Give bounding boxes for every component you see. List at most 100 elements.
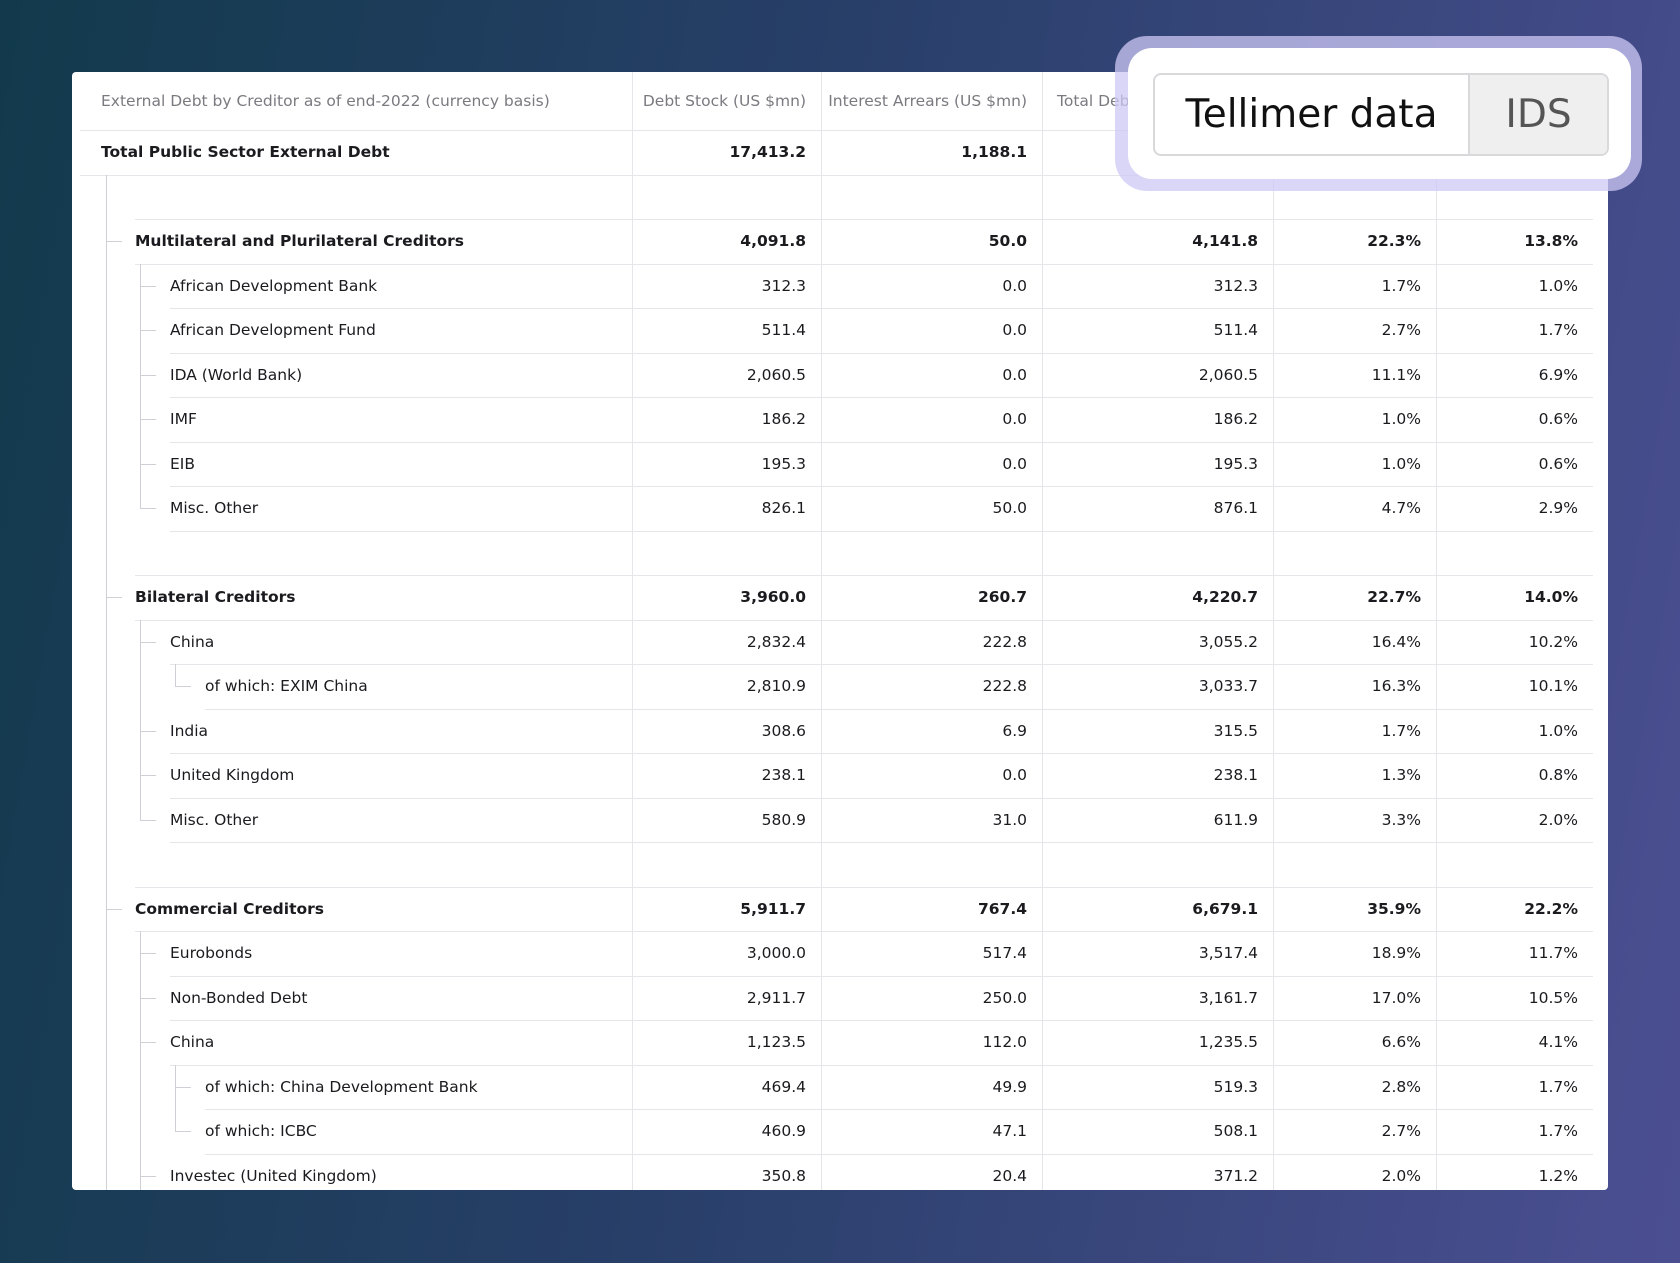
tree-line: [106, 1109, 107, 1154]
tree-line: [106, 575, 107, 620]
cell-value: 4.7%: [1381, 499, 1421, 518]
cell-value: 17.0%: [1371, 988, 1421, 1007]
row-label: EIB: [170, 454, 195, 473]
tree-branch: [175, 686, 191, 688]
column-divider: [632, 72, 633, 1190]
cell-value: 2,060.5: [1198, 365, 1258, 384]
cell-value: 5,911.7: [740, 899, 806, 918]
cell-value: 4,091.8: [740, 232, 806, 251]
tree-branch: [140, 1175, 156, 1177]
cell-value: 1,235.5: [1198, 1033, 1258, 1052]
column-divider: [1273, 72, 1274, 1190]
tree-line: [140, 486, 141, 509]
row-divider: [170, 530, 1593, 532]
row-divider: [170, 1020, 1593, 1021]
tree-branch: [140, 330, 156, 332]
tree-line: [106, 619, 107, 664]
column-header: Total Deb: [1057, 92, 1130, 110]
cell-value: 0.8%: [1538, 766, 1578, 785]
cell-value: 222.8: [982, 632, 1027, 651]
cell-value: 1.7%: [1538, 1122, 1578, 1141]
row-divider: [135, 931, 1593, 932]
row-divider: [205, 1109, 1593, 1110]
cell-value: 511.4: [761, 321, 806, 340]
row-divider: [135, 619, 1593, 621]
column-header: Interest Arrears (US $mn): [828, 92, 1027, 110]
cell-value: 11.7%: [1528, 944, 1578, 963]
tree-line: [140, 708, 141, 753]
cell-value: 2.0%: [1538, 810, 1578, 829]
tree-line: [140, 753, 141, 798]
row-divider: [135, 575, 1593, 576]
row-label: IDA (World Bank): [170, 365, 303, 384]
toggle-option[interactable]: IDS: [1470, 75, 1607, 154]
tree-line: [140, 975, 141, 1020]
cell-value: 580.9: [761, 810, 806, 829]
row-divider: [135, 219, 1593, 220]
tree-line: [106, 1020, 107, 1065]
row-label: of which: EXIM China: [205, 677, 368, 696]
cell-value: 3,055.2: [1198, 632, 1258, 651]
cell-value: 469.4: [761, 1077, 806, 1096]
row-divider: [170, 1064, 1593, 1066]
cell-value: 18.9%: [1371, 944, 1421, 963]
cell-value: 186.2: [761, 410, 806, 429]
tree-line: [106, 797, 107, 842]
cell-value: 767.4: [977, 899, 1027, 918]
tree-line: [106, 397, 107, 442]
cell-value: 3,960.0: [740, 588, 806, 607]
cell-value: 519.3: [1213, 1077, 1258, 1096]
cell-value: 460.9: [761, 1122, 806, 1141]
row-label: India: [170, 721, 209, 740]
cell-value: 1.7%: [1381, 276, 1421, 295]
cell-value: 6.6%: [1381, 1033, 1421, 1052]
row-label: Eurobonds: [170, 944, 253, 963]
row-background: [80, 931, 1593, 976]
row-divider: [135, 263, 1593, 265]
cell-value: 250.0: [982, 988, 1027, 1007]
cell-value: 0.0: [1002, 321, 1027, 340]
cell-value: 22.3%: [1367, 232, 1421, 251]
cell-value: 308.6: [761, 721, 806, 740]
tree-line: [106, 708, 107, 753]
tree-line: [140, 1109, 141, 1154]
cell-value: 3,033.7: [1198, 677, 1258, 696]
header-divider: [80, 130, 1593, 131]
cell-value: 3.3%: [1381, 810, 1421, 829]
row-label: of which: China Development Bank: [205, 1077, 478, 1096]
tree-branch: [140, 463, 156, 465]
cell-value: 3,161.7: [1198, 988, 1258, 1007]
cell-value: 1,123.5: [746, 1033, 806, 1052]
cell-value: 186.2: [1213, 410, 1258, 429]
cell-value: 0.0: [1002, 410, 1027, 429]
cell-value: 2,810.9: [746, 677, 806, 696]
cell-value: 2,832.4: [746, 632, 806, 651]
row-divider: [170, 352, 1593, 354]
row-label: China: [170, 1033, 215, 1052]
tree-line: [140, 397, 141, 442]
row-label: African Development Bank: [170, 276, 378, 295]
tree-line: [140, 441, 141, 486]
cell-value: 195.3: [1213, 454, 1258, 473]
row-label: Misc. Other: [170, 810, 259, 829]
row-label: Bilateral Creditors: [135, 588, 296, 607]
tree-line: [140, 1020, 141, 1065]
cell-value: 17,413.2: [729, 143, 807, 162]
cell-value: 4.1%: [1538, 1033, 1578, 1052]
cell-value: 0.0: [1002, 454, 1027, 473]
cell-value: 1,188.1: [961, 143, 1027, 162]
column-divider: [1042, 72, 1043, 1190]
tree-branch: [140, 641, 156, 643]
cell-value: 11.1%: [1371, 365, 1421, 384]
row-background: [80, 619, 1593, 664]
toggle-option[interactable]: Tellimer data: [1155, 75, 1470, 154]
cell-value: 31.0: [992, 810, 1027, 829]
tree-branch: [106, 908, 122, 910]
cell-value: 826.1: [761, 499, 806, 518]
cell-value: 511.4: [1213, 321, 1258, 340]
cell-value: 195.3: [761, 454, 806, 473]
tree-line: [106, 352, 107, 397]
cell-value: 16.3%: [1371, 677, 1421, 696]
cell-value: 50.0: [988, 232, 1027, 251]
tree-line: [106, 441, 107, 486]
